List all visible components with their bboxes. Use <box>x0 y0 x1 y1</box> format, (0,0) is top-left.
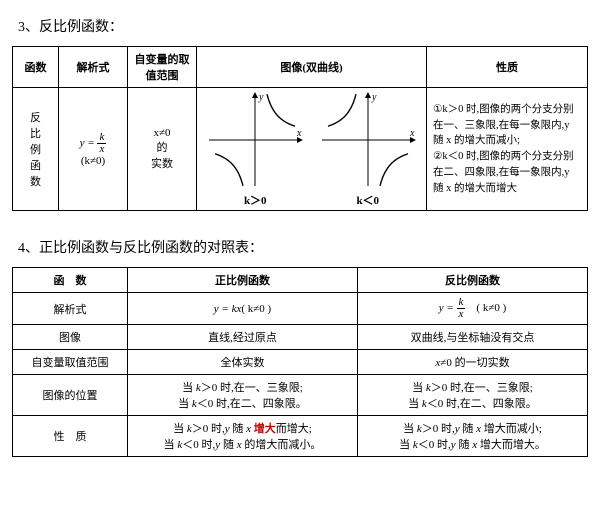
cmp-label: 自变量取值范围 <box>13 350 128 375</box>
th-domain: 自变量的取值范围 <box>128 47 197 88</box>
table-compare: 函 数 正比例函数 反比例函数 解析式y = kx( k≠0 )y = kx (… <box>12 267 588 457</box>
section1-title: 3、反比例函数： <box>18 16 588 36</box>
svg-text:y: y <box>371 92 377 103</box>
hyperbola-pos-icon: xy <box>205 90 305 190</box>
prop-2: ②k＜0 时,图像的两个分支分别在二、四象限,在每一象限内,y 随 x 的增大而… <box>433 149 581 196</box>
table-inverse-fn: 函数 解析式 自变量的取值范围 图像(双曲线) 性质 反比例函数 y = kx … <box>12 46 588 211</box>
cmp-label: 图像的位置 <box>13 375 128 416</box>
table-row: 性 质当 k＞0 时,y 随 x 增大而增大;当 k＜0 时,y 随 x 的增大… <box>13 416 588 457</box>
cmp-label: 解析式 <box>13 293 128 325</box>
table-row: 解析式y = kx( k≠0 )y = kx ( k≠0 ) <box>13 293 588 325</box>
th-expr: 解析式 <box>59 47 128 88</box>
table-row: 反比例函数 y = kx (k≠0) x≠0 的 实数 xy k＞0 xy k＜… <box>13 88 588 211</box>
hyperbola-neg-icon: xy <box>318 90 418 190</box>
cmp-a: 当 k＞0 时,在一、三象限;当 k＜0 时,在二、四象限。 <box>128 375 358 416</box>
cmp-a: 全体实数 <box>128 350 358 375</box>
table-row: 自变量取值范围全体实数x≠0 的一切实数 <box>13 350 588 375</box>
cell-graphs: xy k＞0 xy k＜0 <box>197 88 427 211</box>
cmp-b: y = kx ( k≠0 ) <box>358 293 588 325</box>
cmp-b: 双曲线,与坐标轴没有交点 <box>358 325 588 350</box>
prop-1: ①k＞0 时,图像的两个分支分别在一、三象限,在每一象限内,y 随 x 的增大而… <box>433 102 581 149</box>
cmp-b: x≠0 的一切实数 <box>358 350 588 375</box>
cmp-h1: 正比例函数 <box>128 268 358 293</box>
caption-k-pos: k＞0 <box>244 192 267 208</box>
graph-k-pos: xy k＞0 <box>205 90 305 208</box>
fn-name-label: 反比例函数 <box>19 109 52 189</box>
th-props: 性质 <box>427 47 588 88</box>
table-row: 图像直线,经过原点双曲线,与坐标轴没有交点 <box>13 325 588 350</box>
cmp-h0: 函 数 <box>13 268 128 293</box>
table-row: 函数 解析式 自变量的取值范围 图像(双曲线) 性质 <box>13 47 588 88</box>
cmp-h2: 反比例函数 <box>358 268 588 293</box>
th-graph: 图像(双曲线) <box>197 47 427 88</box>
svg-text:x: x <box>296 128 302 139</box>
section2-title: 4、正比例函数与反比例函数的对照表： <box>18 237 588 257</box>
cmp-a: 当 k＞0 时,y 随 x 增大而增大;当 k＜0 时,y 随 x 的增大而减小… <box>128 416 358 457</box>
cmp-label: 性 质 <box>13 416 128 457</box>
cmp-b: 当 k＞0 时,在一、三象限;当 k＜0 时,在二、四象限。 <box>358 375 588 416</box>
svg-text:y: y <box>258 92 264 103</box>
cmp-label: 图像 <box>13 325 128 350</box>
graph-k-neg: xy k＜0 <box>318 90 418 208</box>
table-row: 函 数 正比例函数 反比例函数 <box>13 268 588 293</box>
cell-formula: y = kx (k≠0) <box>59 88 128 211</box>
svg-text:x: x <box>409 128 415 139</box>
cmp-a: 直线,经过原点 <box>128 325 358 350</box>
cell-domain: x≠0 的 实数 <box>128 88 197 211</box>
cell-fn-name: 反比例函数 <box>13 88 59 211</box>
cmp-b: 当 k＞0 时,y 随 x 增大而减小;当 k＜0 时,y 随 x 增大而增大。 <box>358 416 588 457</box>
table-row: 图像的位置当 k＞0 时,在一、三象限;当 k＜0 时,在二、四象限。当 k＞0… <box>13 375 588 416</box>
caption-k-neg: k＜0 <box>356 192 379 208</box>
th-fn: 函数 <box>13 47 59 88</box>
cell-props: ①k＞0 时,图像的两个分支分别在一、三象限,在每一象限内,y 随 x 的增大而… <box>427 88 588 211</box>
cmp-a: y = kx( k≠0 ) <box>128 293 358 325</box>
